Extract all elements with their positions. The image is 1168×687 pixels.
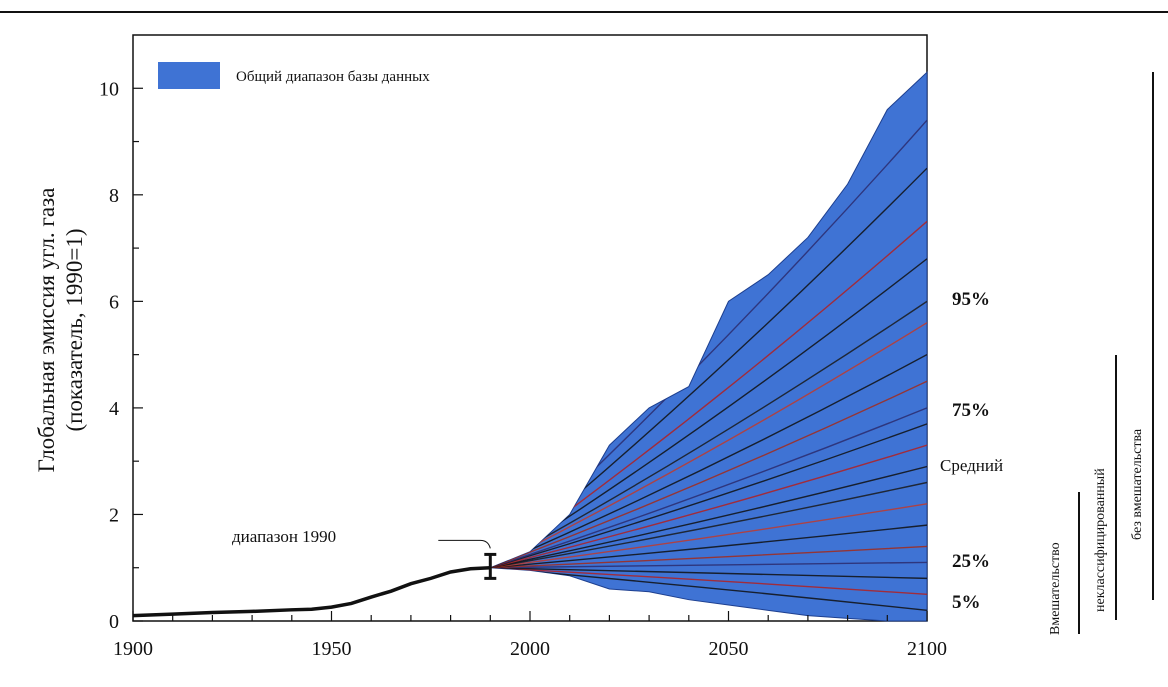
y-tick-label: 4 (109, 398, 119, 420)
percentile-5-label: 5% (952, 592, 981, 613)
x-axis: 1900 1950 2000 2050 2100 (113, 611, 947, 660)
y-tick-label: 2 (109, 504, 119, 526)
x-tick-label: 1950 (312, 638, 352, 660)
scenario-line (490, 354, 927, 569)
y-axis: 0 2 4 6 8 10 (99, 78, 143, 633)
range-1990-pointer (438, 539, 491, 549)
range-1990-bar (484, 552, 497, 580)
group-label-intervention: Вмешательство (1048, 542, 1063, 635)
x-tick-label: 2000 (510, 638, 550, 660)
scenario-line (490, 380, 927, 569)
scenario-line (490, 481, 927, 569)
scenario-line (490, 322, 927, 569)
database-range-area (490, 71, 928, 622)
scenario-line (490, 561, 927, 569)
scenario-line (490, 567, 927, 596)
legend: Общий диапазон базы данных (158, 62, 430, 89)
scenario-line (490, 444, 927, 569)
y-tick-label: 10 (99, 78, 119, 100)
scenario-group-unclassified: неклассифицированный (1093, 355, 1117, 620)
scenario-line (490, 503, 927, 569)
x-tick-label: 1900 (113, 638, 153, 660)
scenario-group-no-intervention: без вмешательства (1130, 72, 1154, 600)
percentile-25-label: 25% (952, 551, 990, 572)
legend-label: Общий диапазон базы данных (236, 69, 430, 85)
x-tick-label: 2050 (709, 638, 749, 660)
scenario-line (490, 423, 927, 569)
group-label-no-intervention: без вмешательства (1130, 428, 1145, 540)
y-tick-label: 0 (109, 611, 119, 633)
y-tick-label: 6 (109, 291, 119, 313)
y-axis-label-line1: Глобальная эмиссия угл. газа (34, 188, 59, 473)
x-tick-label: 2100 (907, 638, 947, 660)
range-1990-label: диапазон 1990 (232, 527, 336, 546)
scenario-line (490, 545, 927, 569)
historical-emissions-line (132, 565, 491, 618)
y-tick-label: 8 (109, 185, 119, 207)
y-axis-label-line2: (показатель, 1990=1) (62, 228, 87, 431)
scenario-line (490, 300, 927, 569)
percentile-95-label: 95% (952, 289, 990, 310)
scenario-line (490, 465, 927, 569)
scenario-group-intervention: Вмешательство (1048, 492, 1080, 635)
legend-swatch (158, 62, 220, 89)
scenario-lines (490, 119, 927, 612)
percentile-75-label: 75% (952, 400, 990, 421)
group-label-unclassified: неклассифицированный (1093, 468, 1108, 612)
median-label: Средний (940, 456, 1003, 475)
scenario-line (490, 567, 927, 580)
scenario-line (490, 407, 927, 569)
scenario-line (490, 524, 927, 569)
